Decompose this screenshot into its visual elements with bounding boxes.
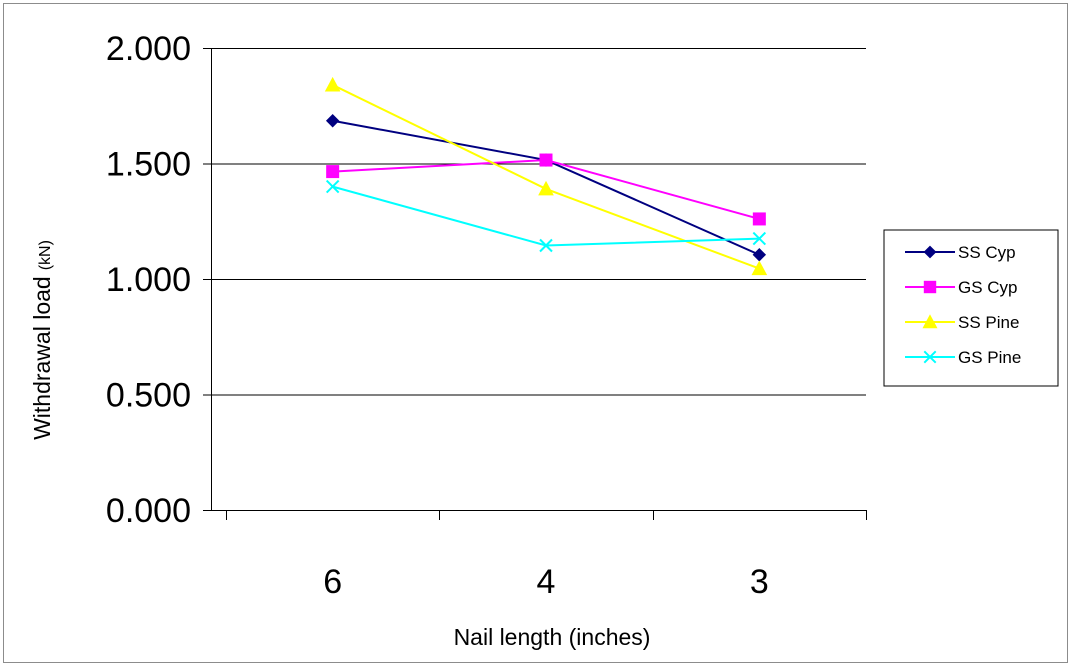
x-tick-label: 4 (537, 563, 556, 601)
x-axis-label: Nail length (inches) (454, 624, 651, 650)
data-point-1-2 (752, 212, 766, 226)
data-point-3-1 (539, 238, 553, 253)
data-point-2-2 (751, 260, 768, 276)
x-tick-label: 3 (750, 563, 769, 601)
y-tick-label: 2.000 (106, 30, 191, 68)
legend-item: GS Pine (905, 348, 1021, 367)
legend-item: SS Pine (905, 313, 1019, 332)
data-point-1-0 (326, 165, 340, 179)
y-tick-labels: 0.000 0.500 1.000 1.500 2.000 (106, 30, 191, 530)
legend-marker (922, 314, 938, 329)
legend-label: GS Cyp (958, 278, 1018, 297)
data-point-1-1 (539, 153, 553, 167)
y-tick-label: 0.000 (106, 492, 191, 530)
legend: SS Cyp GS Cyp SS Pine GS Pine (883, 229, 1059, 387)
legend-marker (923, 280, 937, 294)
data-point-0-0 (325, 114, 340, 128)
series-markers (324, 76, 768, 276)
legend-items: SS Cyp GS Cyp SS Pine GS Pine (905, 243, 1021, 367)
x-tick-labels: 6 4 3 (323, 563, 769, 601)
data-point-3-2 (752, 231, 767, 246)
y-axis-label-text: Withdrawal load (29, 276, 55, 440)
data-point-2-1 (538, 180, 554, 196)
legend-marker (923, 245, 937, 259)
axes (203, 48, 867, 520)
y-tick-label: 1.500 (106, 146, 191, 184)
y-axis-label: Withdrawal load (kN) (29, 240, 55, 440)
legend-item: SS Cyp (905, 243, 1016, 262)
legend-label: SS Pine (958, 313, 1019, 332)
legend-box (883, 229, 1059, 387)
legend-marker (923, 350, 937, 364)
legend-item: GS Cyp (905, 278, 1018, 297)
data-point-3-0 (325, 179, 340, 194)
y-tick-label: 0.500 (106, 377, 191, 415)
gridlines (211, 48, 866, 396)
y-axis-label-unit: (kN) (37, 240, 54, 270)
y-tick-label: 1.000 (106, 261, 191, 299)
legend-label: SS Cyp (958, 243, 1016, 262)
legend-label: GS Pine (958, 348, 1021, 367)
x-tick-label: 6 (323, 563, 342, 601)
data-point-2-0 (324, 76, 341, 92)
